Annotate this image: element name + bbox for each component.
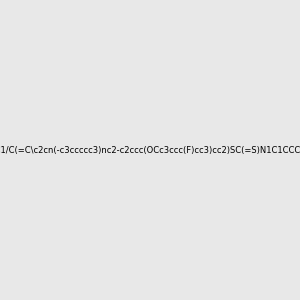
Text: O=C1/C(=C\c2cn(-c3ccccc3)nc2-c2ccc(OCc3ccc(F)cc3)cc2)SC(=S)N1C1CCCCC1: O=C1/C(=C\c2cn(-c3ccccc3)nc2-c2ccc(OCc3c… <box>0 146 300 154</box>
